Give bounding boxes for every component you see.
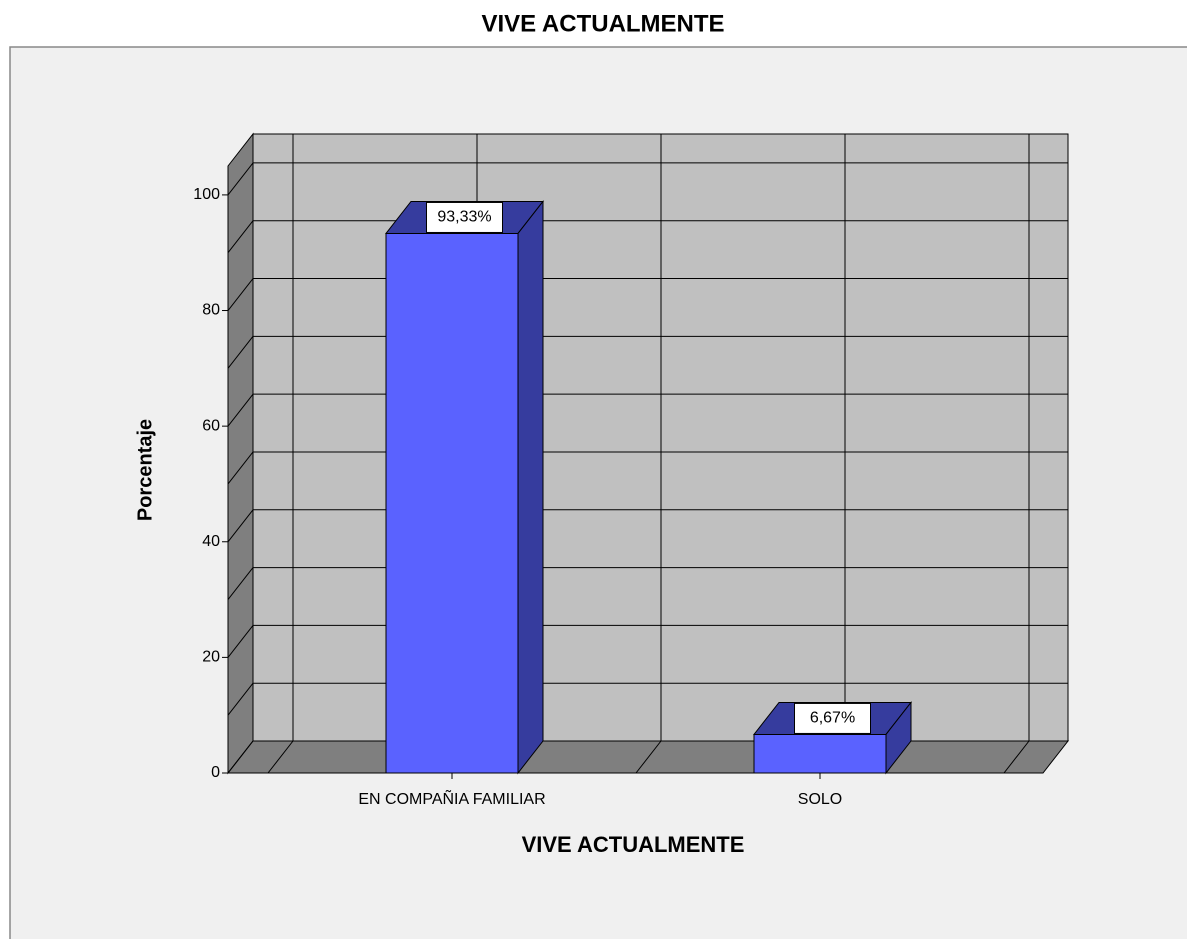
y-axis-title: Porcentaje — [134, 419, 156, 521]
x-tick-label: EN COMPAÑIA FAMILIAR — [358, 788, 545, 808]
grid-line — [227, 278, 254, 311]
grid-line — [227, 509, 254, 543]
floor-line — [635, 740, 662, 774]
grid-line — [227, 336, 254, 369]
y-tick-label: 100 — [193, 186, 220, 203]
grid-line — [227, 393, 254, 427]
grid-line — [227, 682, 254, 716]
y-tick-label: 80 — [202, 302, 220, 319]
bar-side — [517, 200, 544, 775]
bar — [385, 232, 519, 774]
grid-line — [227, 220, 254, 254]
grid-line — [227, 567, 254, 600]
y-tick-label: 40 — [202, 533, 220, 550]
x-tick-label: SOLO — [798, 791, 842, 808]
floor-line — [267, 740, 294, 774]
grid-line — [227, 740, 254, 774]
x-axis-title: VIVE ACTUALMENTE — [522, 832, 745, 857]
y-tick-label: 60 — [202, 417, 220, 434]
bar-side — [885, 700, 912, 775]
bar — [753, 733, 887, 774]
chart-title: VIVE ACTUALMENTE — [481, 10, 724, 37]
grid-line — [227, 162, 254, 196]
y-tick-label: 0 — [211, 764, 220, 781]
value-label-box — [794, 702, 871, 734]
floor-line — [1003, 740, 1030, 774]
grid-line — [227, 625, 254, 658]
value-label-box — [426, 201, 503, 233]
value-label: 6,67% — [810, 710, 855, 727]
value-label: 93,33% — [437, 209, 491, 226]
y-tick-label: 20 — [202, 649, 220, 666]
left-wall — [227, 132, 254, 775]
grid-line — [227, 451, 254, 485]
